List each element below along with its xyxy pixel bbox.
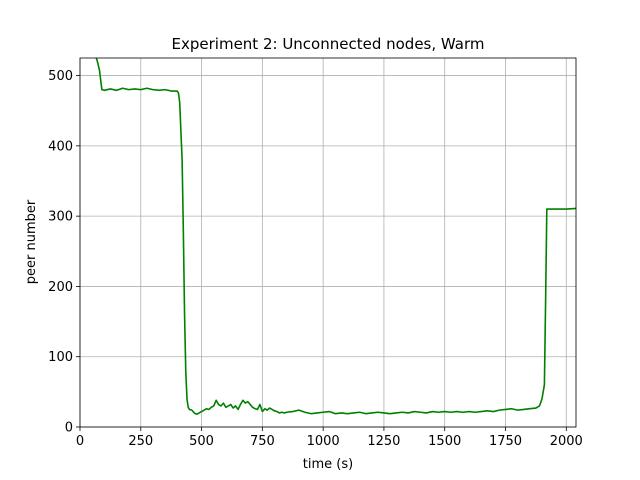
y-tick-label: 500 bbox=[48, 69, 73, 84]
y-tick-label: 0 bbox=[65, 421, 73, 436]
x-tick-label: 750 bbox=[250, 434, 275, 449]
x-tick-label: 1250 bbox=[367, 434, 400, 449]
y-tick-label: 400 bbox=[48, 139, 73, 154]
chart-title: Experiment 2: Unconnected nodes, Warm bbox=[172, 35, 485, 53]
y-tick-label: 300 bbox=[48, 210, 73, 225]
grid-lines bbox=[79, 58, 576, 428]
x-tick-label: 0 bbox=[76, 434, 84, 449]
y-axis-ticks: 0 100 200 300 400 500 bbox=[48, 69, 80, 436]
y-tick-label: 100 bbox=[48, 350, 73, 365]
series-group bbox=[95, 58, 576, 416]
x-tick-label: 1750 bbox=[489, 434, 522, 449]
x-tick-label: 2000 bbox=[550, 434, 583, 449]
x-axis-ticks: 0 250 500 750 1000 1250 1500 1750 2000 bbox=[76, 427, 583, 449]
x-tick-label: 250 bbox=[128, 434, 153, 449]
y-axis-label: peer number bbox=[24, 199, 39, 284]
y-tick-label: 200 bbox=[48, 280, 73, 295]
x-tick-label: 1000 bbox=[307, 434, 340, 449]
x-tick-label: 1500 bbox=[428, 434, 461, 449]
series-line-0 bbox=[95, 58, 576, 416]
x-tick-label: 500 bbox=[189, 434, 214, 449]
x-axis-label: time (s) bbox=[303, 457, 353, 472]
plot-frame bbox=[79, 57, 577, 428]
